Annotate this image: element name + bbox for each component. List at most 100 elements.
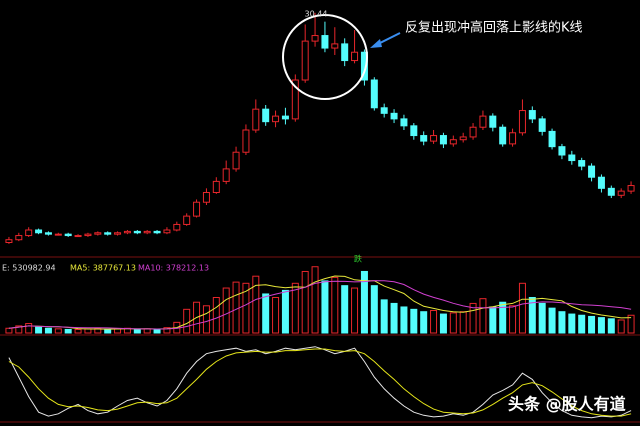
volume-bar: [202, 305, 210, 334]
volume-bar: [153, 328, 161, 334]
volume-bar: [74, 328, 82, 334]
volume-bar: [499, 301, 507, 334]
volume-bar: [439, 313, 447, 334]
volume-bar: [380, 299, 388, 334]
candle-body: [301, 40, 309, 81]
volume-bar: [469, 302, 477, 334]
volume-bar: [548, 307, 556, 334]
candle-body: [568, 154, 576, 162]
candle-body: [153, 230, 161, 234]
ma10-legend: MA10: 378212.13: [138, 264, 209, 273]
volume-bar: [232, 281, 240, 334]
volume-bar: [370, 285, 378, 334]
volume-bar: [568, 313, 576, 334]
volume-bar: [489, 306, 497, 334]
candle-body: [360, 51, 368, 81]
volume-bar: [558, 311, 566, 334]
candle-body: [193, 201, 201, 217]
highlight-circle: [282, 14, 368, 100]
volume-ma-line: [8, 280, 632, 330]
volume-bar: [578, 314, 586, 334]
volume-bar: [262, 293, 270, 334]
candle-body: [420, 135, 428, 142]
candle-body: [242, 129, 250, 153]
candle-body: [163, 229, 171, 234]
candle-body: [123, 230, 131, 234]
candle-body: [370, 79, 378, 109]
candle-body: [430, 135, 438, 142]
candle-body: [281, 115, 289, 120]
oscillator-line: [8, 346, 632, 419]
volume-bar: [459, 311, 467, 334]
oscillator-line: [8, 348, 632, 417]
candle-body: [183, 215, 191, 225]
volume-bar: [617, 319, 625, 334]
candle-body: [459, 136, 467, 141]
volume-bar: [281, 289, 289, 334]
volume-bar: [449, 312, 457, 334]
volume-bar: [5, 327, 13, 334]
candle-body: [74, 235, 82, 238]
candle-body: [351, 51, 359, 62]
volume-bar: [25, 323, 33, 334]
candle-body: [558, 146, 566, 156]
arrow-shaft: [375, 32, 401, 46]
volume-bar: [341, 285, 349, 334]
candle-body: [64, 233, 72, 237]
candle-body: [252, 108, 260, 131]
volume-bar: [607, 318, 615, 334]
volume-bar: [272, 297, 280, 334]
candle-body: [331, 43, 339, 49]
volume-bar: [360, 270, 368, 334]
candle-body: [489, 115, 497, 128]
watermark: 头条 @股人有道: [508, 395, 626, 414]
volume-bar: [222, 287, 230, 334]
arrow-head: [370, 39, 382, 48]
candle-body: [607, 187, 615, 196]
candle-body: [232, 151, 240, 170]
volume-bar: [133, 328, 141, 334]
volume-legend: E: 530982.94: [2, 264, 56, 273]
candle-body: [627, 185, 635, 192]
annotation: 反复出现冲高回落上影线的K线: [405, 20, 583, 36]
candle-body: [173, 223, 181, 231]
volume-bar: [104, 328, 112, 334]
candle-body: [548, 130, 556, 148]
candle-body: [578, 160, 586, 167]
candle-body: [262, 108, 270, 123]
volume-bar: [64, 328, 72, 334]
candle-body: [617, 190, 625, 196]
volume-bar: [588, 315, 596, 334]
volume-bar: [509, 305, 517, 334]
volume-bar: [390, 302, 398, 334]
candle-body: [54, 233, 62, 236]
volume-bar: [597, 317, 605, 334]
candle-body: [380, 107, 388, 114]
volume-bar: [538, 302, 546, 334]
volume-bar: [430, 310, 438, 334]
candle-body: [341, 43, 349, 62]
volume-bar: [163, 327, 171, 334]
candle-body: [212, 180, 220, 193]
candle-body: [439, 135, 447, 145]
candle-body: [222, 168, 230, 182]
volume-bar: [331, 276, 339, 334]
volume-bar: [311, 266, 319, 334]
candle-body: [528, 110, 536, 120]
candle-body: [469, 126, 477, 138]
volume-bar: [410, 308, 418, 334]
volume-bar: [15, 325, 23, 334]
candle-body: [588, 165, 596, 178]
candle-body: [35, 229, 43, 234]
candle-body: [597, 176, 605, 189]
volume-bar: [351, 287, 359, 334]
candle-body: [509, 132, 517, 145]
marker: 跌: [354, 254, 362, 264]
candle-body: [311, 35, 319, 42]
volume-bar: [212, 297, 220, 334]
volume-bar: [54, 328, 62, 334]
candle-body: [114, 232, 122, 235]
volume-bar: [301, 270, 309, 334]
